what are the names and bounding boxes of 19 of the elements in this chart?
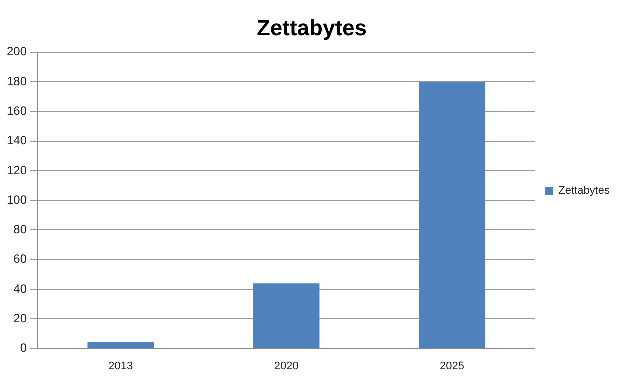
x-tick-label: 2013 — [108, 360, 134, 372]
y-tick-label: 80 — [14, 222, 28, 237]
y-tick-label: 20 — [14, 311, 28, 326]
y-tick-label: 200 — [6, 44, 28, 59]
bar — [88, 342, 154, 348]
legend-label: Zettabytes — [558, 185, 610, 198]
y-tick-label: 60 — [14, 252, 28, 266]
bar — [419, 82, 486, 348]
y-tick-label: 140 — [6, 134, 28, 148]
y-tick-label: 180 — [6, 74, 28, 88]
bar — [253, 284, 320, 348]
x-tick-label: 2025 — [440, 360, 465, 372]
y-tick-label: 40 — [14, 282, 28, 296]
y-tick-label: 160 — [6, 104, 28, 118]
y-tick-label: 100 — [6, 192, 28, 207]
chart-title: Zettabytes — [256, 15, 368, 40]
x-tick-label: 2020 — [274, 360, 299, 372]
y-tick-label: 120 — [6, 163, 28, 178]
y-tick-label: 0 — [20, 341, 28, 356]
